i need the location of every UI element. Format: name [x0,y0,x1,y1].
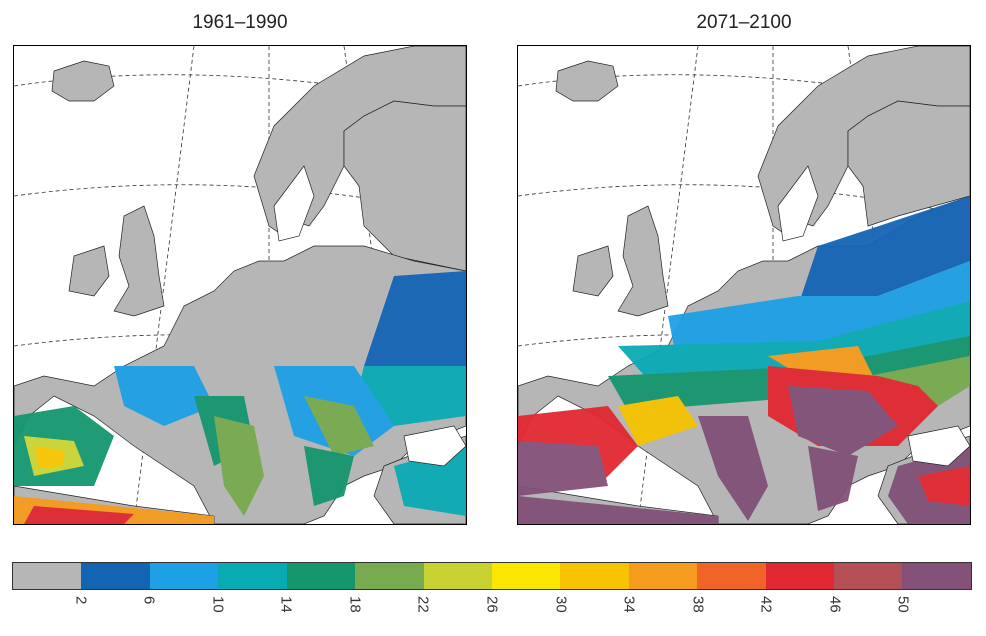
map-panel-2071-2100 [517,45,971,525]
colorbar-segment [560,563,629,589]
colorbar-tick-label: 6 [140,596,158,605]
colorbar-segment [81,563,150,589]
panel-title-1961-1990: 1961–1990 [192,12,288,33]
colorbar-tick-label: 38 [689,596,707,613]
colorbar-tick-label: 22 [414,596,432,613]
colorbar-tick-label: 34 [620,596,638,613]
colorbar-segment [13,563,82,589]
colorbar-tick-label: 26 [483,596,501,613]
colorbar-tick-label: 46 [826,596,844,613]
colorbar-segment [286,563,356,589]
panel-title-2071-2100: 2071–2100 [696,12,792,33]
colorbar-segment [491,563,561,589]
colorbar-segment [902,563,971,589]
colorbar-segment [355,563,424,589]
colorbar-segment [149,563,219,589]
colorbar [12,562,972,590]
colorbar-tick-label: 2 [72,596,90,605]
colorbar-segment [628,563,698,589]
colorbar-tick-label: 18 [346,596,364,613]
colorbar-segment [834,563,903,589]
colorbar-tick-label: 10 [209,596,227,613]
colorbar-tick-label: 50 [894,596,912,613]
colorbar-segment [697,563,766,589]
colorbar-segment [423,563,492,589]
map-panel-1961-1990 [13,45,467,525]
colorbar-tick-label: 30 [552,596,570,613]
colorbar-segment [765,563,835,589]
colorbar-segment [218,563,287,589]
colorbar-tick-label: 14 [277,596,295,613]
colorbar-tick-label: 42 [757,596,775,613]
